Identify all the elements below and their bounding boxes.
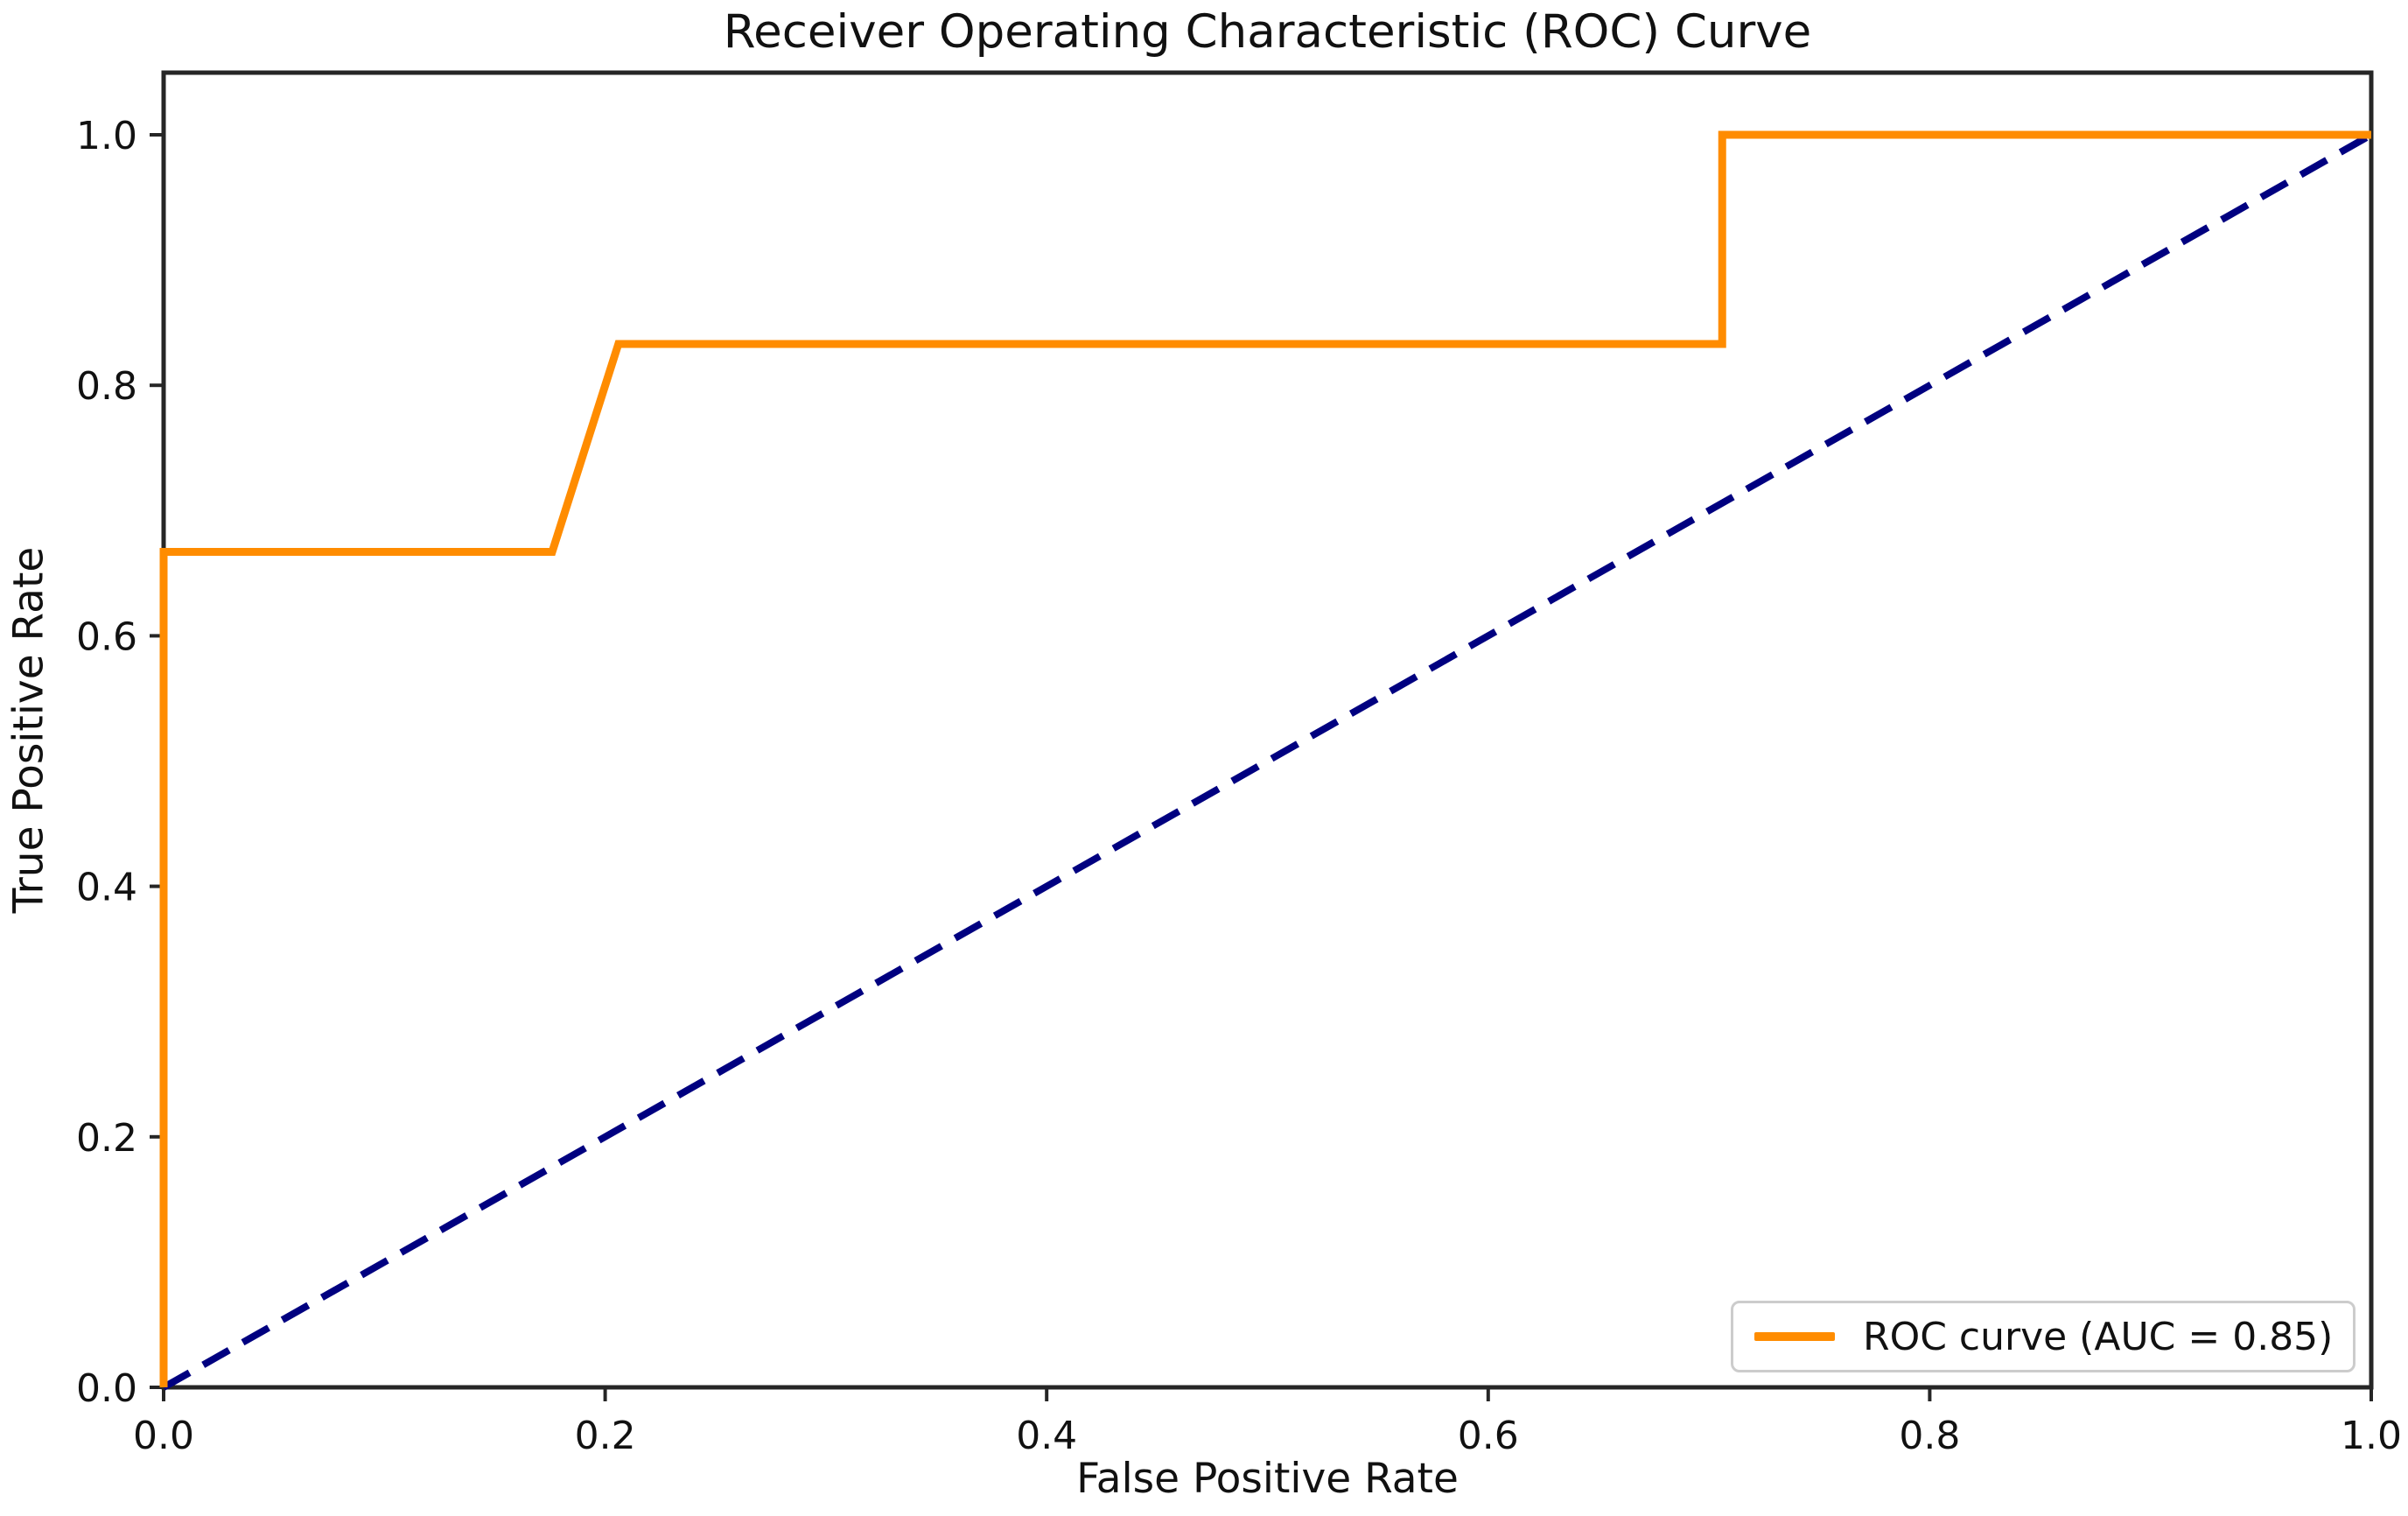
x-axis-label: False Positive Rate — [1076, 1455, 1459, 1503]
x-tick-label: 1.0 — [2341, 1414, 2402, 1458]
y-tick-label: 0.4 — [76, 866, 137, 910]
x-tick-label: 0.4 — [1016, 1414, 1077, 1458]
axes-spines — [161, 70, 2374, 1390]
y-tick-label: 0.8 — [76, 364, 137, 409]
legend-roc-line-swatch — [1754, 1332, 1835, 1341]
roc-curve-line — [159, 130, 2371, 1387]
x-tick-label: 0.2 — [575, 1414, 636, 1458]
legend-roc-label: ROC curve (AUC = 0.85) — [1863, 1314, 2334, 1359]
x-tick-label: 0.6 — [1458, 1414, 1519, 1458]
chart-title: Receiver Operating Characteristic (ROC) … — [723, 5, 1812, 59]
legend-box: ROC curve (AUC = 0.85) — [1731, 1301, 2356, 1372]
chance-diagonal-line — [162, 131, 2373, 1391]
y-axis-label: True Positive Rate — [4, 546, 53, 914]
y-tick-label: 0.6 — [76, 614, 137, 659]
y-tick-label: 0.0 — [76, 1366, 137, 1411]
x-tick-label: 0.8 — [1899, 1414, 1960, 1458]
x-tick-label: 0.0 — [133, 1414, 194, 1458]
y-tick-label: 1.0 — [76, 114, 137, 158]
y-tick-label: 0.2 — [76, 1116, 137, 1161]
